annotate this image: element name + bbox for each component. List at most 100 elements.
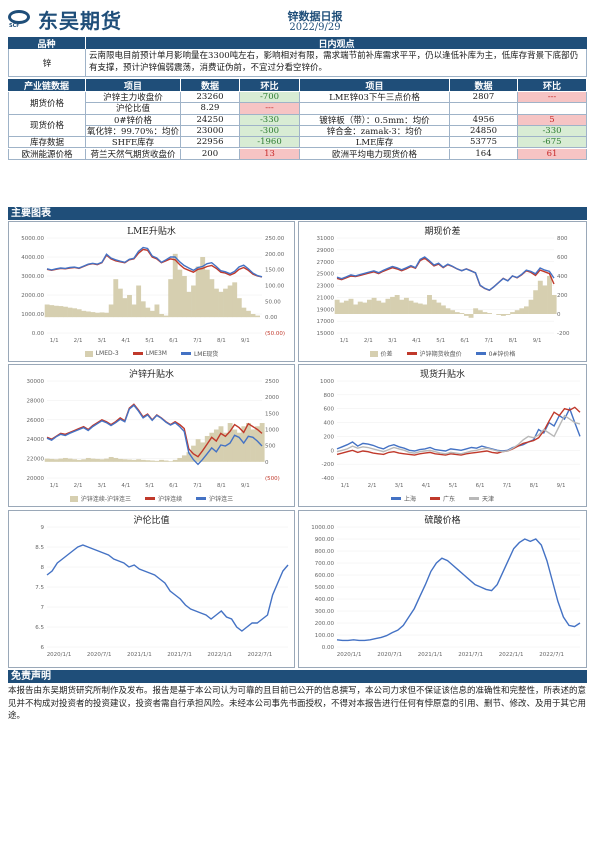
area-bar bbox=[149, 310, 155, 318]
area-bar bbox=[362, 302, 368, 314]
chart-panel-c5: 沪伦比值 9 8.5 8 7.5 7 6.5 6 2020/1/1 2020/7/1 2021/1/… bbox=[8, 510, 295, 668]
area-bar bbox=[537, 280, 543, 314]
area-bar bbox=[343, 300, 349, 314]
x-tick: 6/1 bbox=[476, 483, 485, 489]
legend-item: 沪锌连续 bbox=[145, 494, 182, 503]
x-tick: 7/1 bbox=[484, 338, 493, 344]
chain-change-right: -330 bbox=[518, 125, 587, 138]
x-tick: 3/1 bbox=[388, 338, 397, 344]
area-bar bbox=[200, 442, 206, 462]
area-bar bbox=[181, 455, 187, 462]
legend-swatch bbox=[180, 352, 191, 355]
area-bar bbox=[76, 459, 82, 462]
x-tick: 9/1 bbox=[241, 338, 250, 344]
chain-change-right: -675 bbox=[518, 137, 587, 149]
legend-label: 沪锌连续-沪锌连三 bbox=[80, 496, 132, 503]
chain-header: 环比 bbox=[518, 79, 586, 92]
area-bar bbox=[163, 460, 169, 462]
x-tick: 2021/1/1 bbox=[127, 652, 152, 658]
legend-label: 天津 bbox=[482, 496, 495, 503]
area-bar bbox=[334, 299, 340, 314]
chart-svg: 1000 800 600 400 200 0 -200 -400 1/1 2/1 3/1 4/1 5/1… bbox=[320, 379, 581, 489]
area-bar bbox=[195, 439, 201, 462]
x-tick: 6/1 bbox=[460, 338, 469, 344]
area-bar bbox=[440, 305, 446, 314]
series-line bbox=[46, 544, 289, 632]
area-bar bbox=[58, 306, 64, 318]
area-bar bbox=[213, 288, 219, 318]
x-tick: 5/1 bbox=[145, 338, 154, 344]
x-tick: 2021/1/1 bbox=[418, 652, 443, 658]
area-bar bbox=[236, 298, 242, 318]
chain-value-right: 164 bbox=[450, 148, 518, 160]
x-tick: 3/1 bbox=[98, 483, 107, 489]
legend-swatch bbox=[469, 497, 479, 500]
legend-swatch bbox=[132, 352, 143, 355]
area-bar bbox=[500, 314, 506, 316]
y-tick-right: 0 bbox=[265, 460, 269, 466]
y-tick-left: 500.00 bbox=[315, 585, 335, 591]
legend-label: 价差 bbox=[380, 351, 393, 358]
area-bar bbox=[232, 429, 238, 462]
area-bar bbox=[72, 308, 78, 318]
area-bar bbox=[163, 315, 169, 318]
y-tick-right: 100.00 bbox=[265, 284, 285, 290]
area-bar bbox=[72, 459, 78, 462]
legend-item: LMED-3 bbox=[84, 349, 119, 358]
area-bar bbox=[113, 457, 119, 462]
area-bar bbox=[250, 314, 256, 318]
x-tick: 2022/1/1 bbox=[499, 652, 524, 658]
area-bar bbox=[367, 299, 372, 314]
chain-item-right: LME库存 bbox=[300, 137, 450, 149]
x-tick: 1/1 bbox=[340, 338, 349, 344]
chart-panel-c1: LME升贴水 5000.00 4000.00 3000.00 2000.00 1000.0… bbox=[8, 221, 295, 362]
y-tick-left: 7.5 bbox=[35, 585, 44, 591]
y-tick-left: 6 bbox=[41, 645, 45, 651]
area-bar bbox=[136, 285, 142, 318]
area-bar bbox=[223, 432, 228, 462]
y-tick-right: 600 bbox=[557, 255, 568, 261]
area-bar bbox=[136, 459, 142, 462]
area-bar bbox=[218, 291, 224, 318]
area-bar bbox=[63, 457, 68, 462]
y-tick-left: 0.00 bbox=[32, 331, 45, 337]
legend-swatch bbox=[429, 497, 440, 500]
chart-title: 沪锌升贴水 bbox=[128, 370, 174, 380]
area-bar bbox=[232, 282, 238, 318]
disclaimer-text: 本报告由东吴期货研究所制作及发布。报告是基于本公司认为可靠的且目前已公开的信息撰… bbox=[8, 686, 587, 721]
area-bar bbox=[53, 305, 59, 318]
header-logo: SCF 东吴期货 bbox=[8, 6, 148, 33]
chart-legend: 上海 广东 天津 bbox=[299, 494, 586, 503]
chain-value-left: 24250 bbox=[181, 114, 240, 126]
legend-label: 上海 bbox=[403, 496, 416, 503]
x-tick: 4/1 bbox=[412, 338, 421, 344]
y-tick-left: 600 bbox=[324, 407, 335, 413]
y-tick-right: 800 bbox=[557, 236, 568, 242]
area-bar bbox=[431, 299, 437, 314]
y-tick-left: 29000 bbox=[317, 248, 335, 254]
series-line bbox=[336, 538, 581, 642]
chain-header: 产业链数据 bbox=[8, 79, 85, 92]
area-bar bbox=[117, 288, 123, 318]
view-variety: 锌 bbox=[8, 49, 86, 77]
area-bar bbox=[67, 307, 73, 318]
x-tick: 4/1 bbox=[422, 483, 431, 489]
y-tick-left: 0.00 bbox=[322, 645, 335, 651]
y-tick-left: 4000.00 bbox=[21, 255, 44, 261]
area-bar bbox=[514, 310, 520, 314]
area-bar bbox=[127, 459, 132, 462]
x-tick: 2022/7/1 bbox=[539, 652, 564, 658]
area-bar bbox=[49, 305, 55, 318]
y-tick-left: 200.00 bbox=[315, 621, 335, 627]
series-line bbox=[46, 404, 263, 466]
area-bar bbox=[113, 279, 119, 318]
y-tick-left: 1000.00 bbox=[311, 525, 334, 531]
area-bar bbox=[63, 306, 68, 318]
chart-panel-c6: 硫酸价格 1000.00 900.00 800.00 700.00 600.00 500.0… bbox=[298, 510, 587, 668]
area-bar bbox=[245, 423, 251, 462]
chain-item-left: 沪锌主力收盘价 bbox=[86, 92, 181, 104]
chain-header: 项目 bbox=[86, 79, 180, 92]
area-bar bbox=[95, 458, 100, 462]
area-bar bbox=[463, 314, 469, 316]
